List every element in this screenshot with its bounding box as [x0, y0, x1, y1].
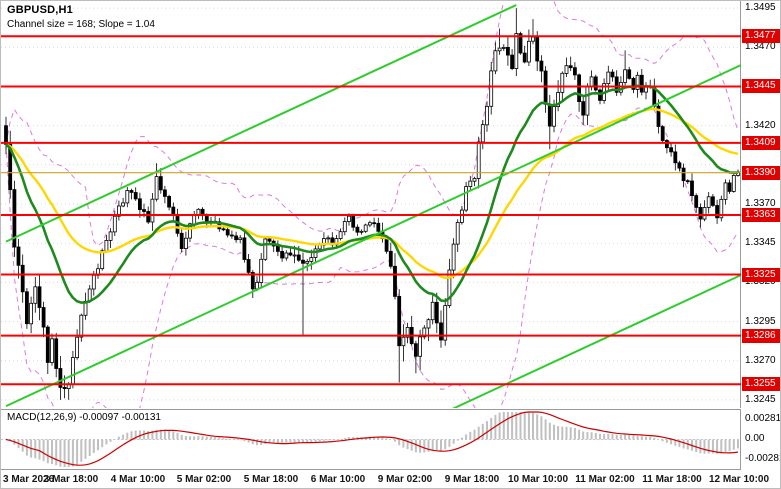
bollinger-upper-band	[5, 1, 739, 247]
ma-slow-line	[5, 107, 739, 280]
time-axis-label: 10 Mar 10:00	[507, 474, 569, 485]
macd-signal-line	[5, 411, 739, 466]
grid-lines	[1, 7, 741, 401]
level-price-badge: 1.3325	[742, 268, 780, 282]
price-axis-label: 1.3495	[745, 2, 776, 13]
level-price-badge: 1.3477	[742, 29, 780, 43]
time-axis-label: 3 Mar 2026	[3, 474, 55, 485]
price-axis-label: 1.3420	[745, 120, 776, 131]
time-axis[interactable]: 3 Mar 2026 3 Mar 18:00 4 Mar 10:00 5 Mar 02…	[1, 471, 780, 488]
macd-histogram	[9, 412, 739, 467]
price-axis-label: 1.3245	[745, 394, 776, 405]
trend-channel-line-3[interactable]	[6, 273, 741, 409]
time-axis-label: 12 Mar 10:00	[708, 474, 770, 485]
price-axis-label: 1.3270	[745, 355, 776, 366]
macd-axis: 0.00281 0.00 -0.00281	[742, 409, 781, 470]
macd-axis-label: -0.00281	[745, 453, 781, 464]
trend-channel-line-2[interactable]	[5, 63, 741, 408]
time-axis-label: 5 Mar 02:00	[176, 474, 232, 485]
time-axis-label: 11 Mar 02:00	[575, 474, 635, 485]
price-axis-label: 1.3345	[745, 237, 776, 248]
price-axis-label: 1.3470	[745, 41, 776, 52]
price-axis[interactable]: 1.34951.34701.34201.33701.33451.33201.32…	[742, 1, 780, 408]
time-axis-label: 11 Mar 18:00	[642, 474, 702, 485]
level-price-badge: 1.3445	[742, 79, 780, 93]
macd-axis-label: 0.00281	[745, 413, 781, 424]
level-price-badge: 1.3363	[742, 208, 780, 222]
trend-channel-line-1[interactable]	[5, 4, 517, 243]
current-price-badge: 1.3390	[742, 166, 780, 180]
macd-axis-label: 0.00	[745, 433, 765, 444]
time-axis-label: 9 Mar 02:00	[377, 474, 433, 485]
level-price-badge: 1.3286	[742, 329, 780, 343]
macd-panel[interactable]: MACD(12,26,9) -0.00097 -0.00131	[1, 409, 741, 470]
time-axis-label: 9 Mar 18:00	[444, 474, 500, 485]
macd-canvas[interactable]	[1, 410, 741, 469]
time-axis-label: 3 Mar 18:00	[43, 474, 99, 485]
price-chart-area[interactable]: GBPUSD,H1 Channel size = 168; Slope = 1.…	[1, 1, 741, 408]
level-price-badge: 1.3255	[742, 377, 780, 391]
price-axis-label: 1.3370	[745, 198, 776, 209]
price-chart-canvas[interactable]	[1, 1, 741, 408]
time-axis-label: 6 Mar 10:00	[310, 474, 366, 485]
time-axis-label: 4 Mar 10:00	[110, 474, 166, 485]
price-axis-label: 1.3295	[745, 316, 776, 327]
bollinger-lower-band	[5, 107, 739, 408]
time-axis-label: 5 Mar 18:00	[243, 474, 299, 485]
level-price-badge: 1.3409	[742, 136, 780, 150]
